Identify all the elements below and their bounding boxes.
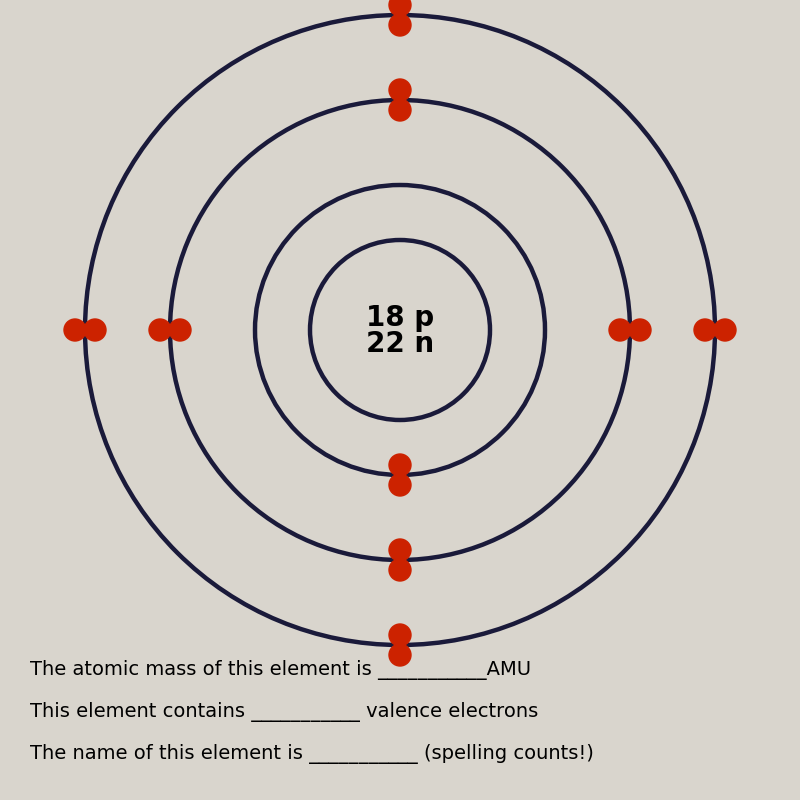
- Circle shape: [389, 14, 411, 36]
- Circle shape: [389, 644, 411, 666]
- Circle shape: [64, 319, 86, 341]
- Circle shape: [389, 559, 411, 581]
- Circle shape: [84, 319, 106, 341]
- Text: 22 n: 22 n: [366, 330, 434, 358]
- Circle shape: [389, 79, 411, 101]
- Text: 18 p: 18 p: [366, 304, 434, 332]
- Circle shape: [389, 99, 411, 121]
- Circle shape: [694, 319, 716, 341]
- Circle shape: [629, 319, 651, 341]
- Circle shape: [389, 474, 411, 496]
- Circle shape: [149, 319, 171, 341]
- Circle shape: [169, 319, 191, 341]
- Text: The name of this element is ___________ (spelling counts!): The name of this element is ___________ …: [30, 744, 594, 764]
- Circle shape: [389, 454, 411, 476]
- Circle shape: [389, 0, 411, 16]
- Circle shape: [389, 539, 411, 561]
- Text: The atomic mass of this element is ___________AMU: The atomic mass of this element is _____…: [30, 660, 531, 680]
- Text: This element contains ___________ valence electrons: This element contains ___________ valenc…: [30, 702, 538, 722]
- Circle shape: [609, 319, 631, 341]
- Circle shape: [714, 319, 736, 341]
- Circle shape: [389, 624, 411, 646]
